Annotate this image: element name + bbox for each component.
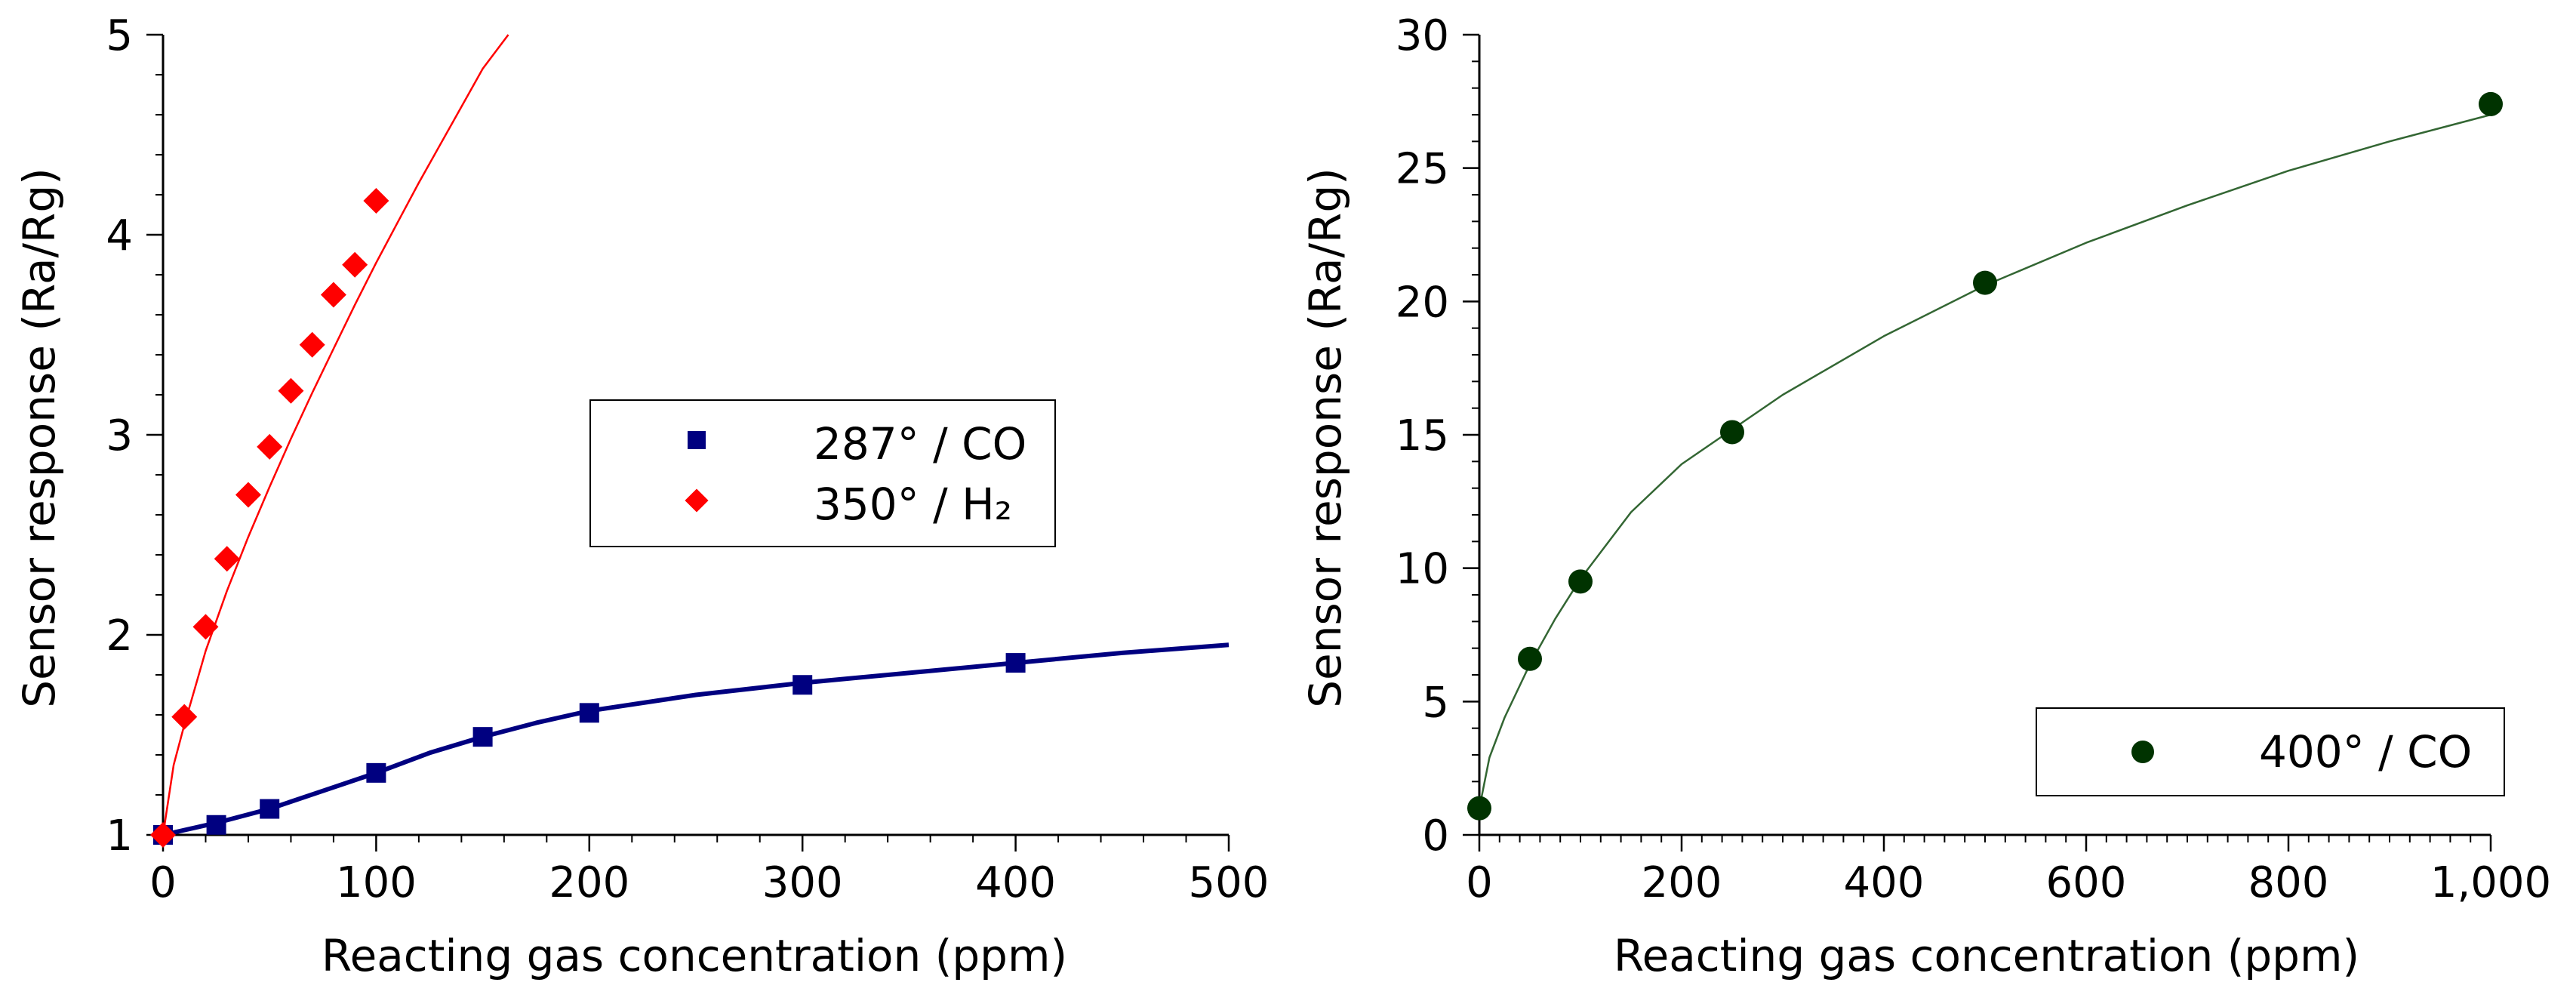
left-series-0-point [366, 762, 386, 783]
left-series-1-point [363, 187, 389, 214]
left-x-tick-label: 0 [149, 858, 177, 907]
right-y-tick-label: 15 [1396, 411, 1449, 460]
legend-marker-co-400 [2131, 741, 2154, 763]
left-series-0-point [792, 675, 813, 695]
left-y-tick-label: 2 [106, 611, 133, 661]
right-legend: 400° / CO [2036, 707, 2505, 796]
right-x-tick-label: 1,000 [2430, 858, 2551, 907]
right-series-0-fit-line [1478, 113, 2491, 808]
legend-label-co-287: 287° / CO [814, 418, 1026, 470]
right-y-tick-label: 20 [1396, 278, 1449, 327]
left-x-tick-label: 300 [762, 858, 843, 907]
left-axes: 0 100 200 300 400 500 1 2 3 4 5 [106, 11, 1269, 907]
left-series-1-point [278, 377, 304, 404]
left-series-1-point [342, 251, 368, 278]
left-series-0-point [260, 799, 280, 819]
right-series-0-point [1518, 646, 1542, 671]
right-plot-area [1467, 91, 2503, 821]
left-series-0-point [472, 727, 493, 747]
left-series-1-point [192, 614, 219, 640]
left-plot-area [150, 34, 1230, 848]
left-y-tick-label: 1 [106, 812, 133, 861]
left-series-1-fit-line [162, 34, 509, 836]
left-legend-box [589, 399, 1056, 547]
left-legend: 287° / CO 350° / H₂ [589, 399, 1056, 547]
left-x-tick-label: 500 [1189, 858, 1270, 907]
right-y-tick-label: 30 [1396, 11, 1449, 60]
left-series-1-point [320, 282, 346, 308]
left-chart: Reacting gas concentration (ppm) Sensor … [14, 11, 1269, 981]
right-y-tick-label: 25 [1396, 145, 1449, 194]
left-x-tick-label: 400 [975, 858, 1056, 907]
right-x-tick-label: 800 [2248, 858, 2329, 907]
left-series-1-point [235, 482, 261, 508]
right-series-0-point [1973, 270, 1997, 295]
left-x-axis-label: Reacting gas concentration (ppm) [322, 930, 1067, 981]
right-series-0-point [1720, 420, 1744, 445]
left-y-tick-label: 4 [106, 211, 133, 260]
left-y-tick-label: 3 [106, 411, 133, 460]
left-series-1-point [150, 822, 176, 848]
right-legend-box [2036, 707, 2505, 796]
right-x-tick-label: 0 [1466, 858, 1493, 907]
left-series-1-point [257, 433, 283, 460]
legend-label-co-400: 400° / CO [2259, 726, 2472, 778]
legend-marker-co-287 [688, 431, 706, 449]
right-x-tick-label: 600 [2046, 858, 2127, 907]
left-series-1-point [299, 331, 325, 358]
left-y-tick-label: 5 [106, 11, 133, 60]
right-y-tick-label: 0 [1422, 812, 1449, 861]
right-y-tick-label: 10 [1396, 545, 1449, 594]
right-x-axis-label: Reacting gas concentration (ppm) [1614, 930, 2359, 981]
right-series-0-point [1568, 569, 1593, 594]
right-series-0-point [2479, 91, 2503, 116]
right-axes: 0 200 400 600 800 1,000 0 5 10 15 20 25 30 [1396, 11, 2551, 907]
right-chart: Reacting gas concentration (ppm) Sensor … [1300, 11, 2551, 981]
right-x-tick-label: 400 [1844, 858, 1925, 907]
right-series-0-point [1467, 796, 1491, 821]
left-series-0-point [1005, 653, 1026, 673]
left-x-tick-label: 100 [336, 858, 417, 907]
left-x-tick-label: 200 [549, 858, 629, 907]
right-y-tick-label: 5 [1422, 678, 1449, 727]
left-series-0-point [579, 703, 599, 723]
right-y-axis-label: Sensor response (Ra/Rg) [1300, 168, 1351, 708]
right-x-tick-label: 200 [1642, 858, 1722, 907]
left-series-0-fit-line [162, 642, 1230, 837]
left-y-axis-label: Sensor response (Ra/Rg) [14, 168, 65, 708]
legend-label-h2-350: 350° / H₂ [814, 479, 1012, 530]
left-series-1-point [214, 546, 240, 572]
left-series-1-point [171, 704, 198, 730]
left-series-0-point [206, 815, 226, 835]
